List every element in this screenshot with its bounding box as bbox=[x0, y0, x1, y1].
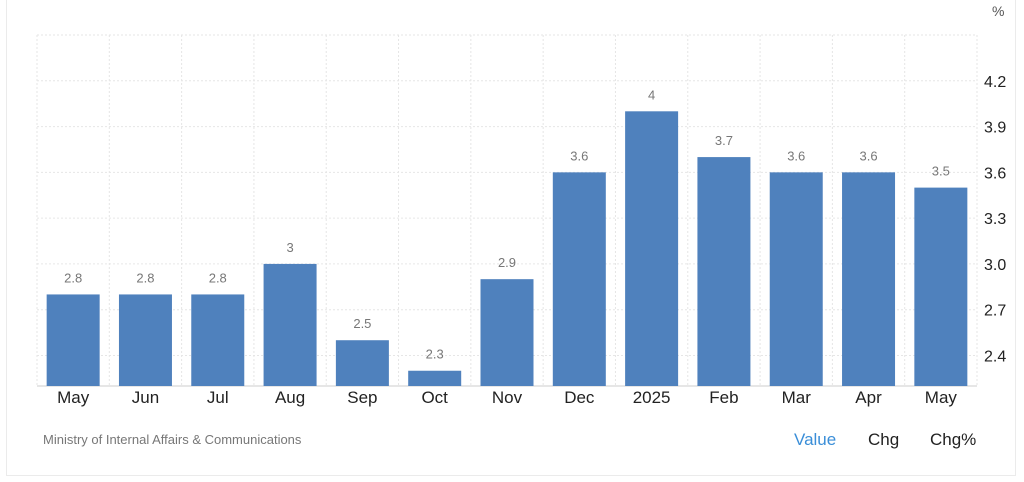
data-label: 2.5 bbox=[353, 316, 371, 331]
tab-chg[interactable]: Chg bbox=[868, 430, 900, 449]
y-tick-label: 3.3 bbox=[984, 211, 1006, 228]
data-label: 2.8 bbox=[64, 270, 82, 285]
bar[interactable] bbox=[191, 294, 245, 386]
bar[interactable] bbox=[335, 340, 389, 386]
data-label: 3.6 bbox=[570, 148, 588, 163]
x-tick-label: May bbox=[925, 388, 958, 407]
x-tick-label: 2025 bbox=[633, 388, 671, 407]
x-tick-label: Nov bbox=[492, 388, 523, 407]
y-tick-label: 3.9 bbox=[984, 120, 1006, 137]
y-tick-label: 2.4 bbox=[984, 348, 1006, 365]
bar[interactable] bbox=[263, 263, 317, 386]
data-label: 3.7 bbox=[715, 133, 733, 148]
bar[interactable] bbox=[914, 187, 968, 386]
bar[interactable] bbox=[118, 294, 172, 386]
y-tick-label: 2.7 bbox=[984, 303, 1006, 320]
x-tick-label: Jun bbox=[132, 388, 159, 407]
x-tick-label: Feb bbox=[709, 388, 738, 407]
source-text: Ministry of Internal Affairs & Communica… bbox=[43, 432, 302, 447]
bar[interactable] bbox=[408, 370, 462, 386]
bar[interactable] bbox=[480, 279, 534, 386]
x-tick-label: Apr bbox=[855, 388, 882, 407]
unit-label: % bbox=[992, 3, 1005, 19]
x-tick-label: Mar bbox=[782, 388, 812, 407]
x-tick-label: Oct bbox=[421, 388, 448, 407]
data-label: 2.9 bbox=[498, 255, 516, 270]
data-label: 4 bbox=[648, 87, 655, 102]
bar[interactable] bbox=[769, 172, 823, 386]
y-tick-label: 3.6 bbox=[984, 165, 1006, 182]
y-tick-label: 4.2 bbox=[984, 74, 1006, 91]
bar[interactable] bbox=[46, 294, 100, 386]
bar[interactable] bbox=[552, 172, 606, 386]
x-tick-label: Dec bbox=[564, 388, 595, 407]
data-label: 2.3 bbox=[426, 347, 444, 362]
bar[interactable] bbox=[697, 157, 751, 386]
bar[interactable] bbox=[842, 172, 896, 386]
data-label: 2.8 bbox=[136, 270, 154, 285]
data-label: 3.6 bbox=[787, 148, 805, 163]
bar-layer bbox=[46, 111, 968, 386]
x-tick-label: Jul bbox=[207, 388, 229, 407]
x-tick-label: Sep bbox=[347, 388, 377, 407]
y-tick-label: 3.0 bbox=[984, 257, 1006, 274]
data-label: 3.5 bbox=[932, 164, 950, 179]
data-label: 3 bbox=[286, 240, 293, 255]
label-layer: 2.4 2.7 3.0 3.3 3.6 3.9 4.2 2.8 May 2.8 Jun 2.8 Jul 3… bbox=[57, 74, 1006, 407]
x-tick-label: Aug bbox=[275, 388, 305, 407]
data-label: 3.6 bbox=[859, 148, 877, 163]
x-tick-label: May bbox=[57, 388, 90, 407]
tab-chg-percent[interactable]: Chg% bbox=[930, 430, 977, 449]
tab-value[interactable]: Value bbox=[794, 430, 837, 449]
bar[interactable] bbox=[625, 111, 679, 386]
data-label: 2.8 bbox=[209, 270, 227, 285]
